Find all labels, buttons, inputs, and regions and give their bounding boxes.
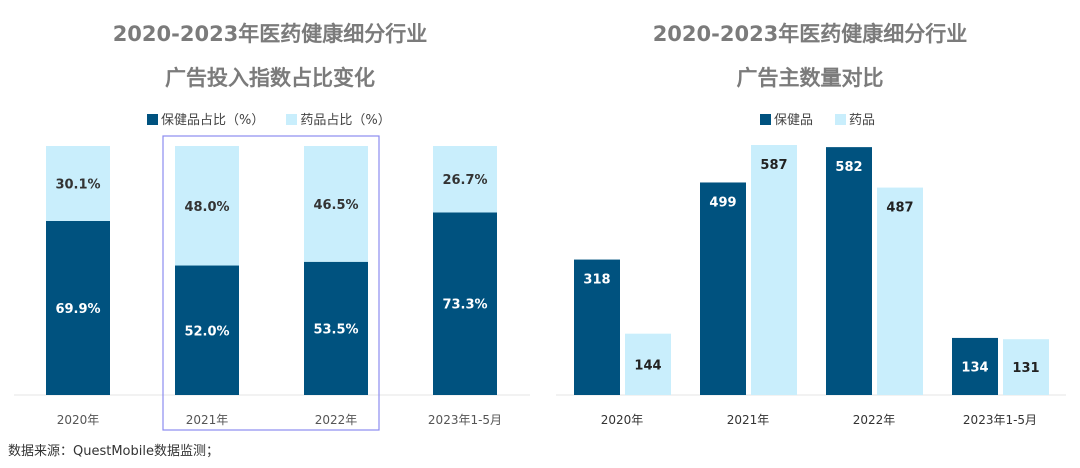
legend-item-health: 保健品占比（%）	[147, 109, 264, 128]
bar-drugs	[625, 333, 671, 395]
data-label-drugs: 144	[634, 358, 661, 373]
legend-item-drugs: 药品	[835, 109, 875, 128]
x-tick-label: 2021年	[727, 413, 770, 427]
legend-item-health: 保健品	[760, 109, 813, 128]
x-tick-label: 2020年	[57, 413, 100, 427]
data-label-health: 582	[835, 160, 862, 175]
highlight-box	[162, 135, 380, 431]
bar-health	[175, 265, 239, 395]
data-label-drugs: 26.7%	[442, 173, 487, 188]
source-note: 数据来源：QuestMobile数据监测；	[8, 444, 219, 459]
right-chart-title-1: 2020-2023年医药健康细分行业	[652, 22, 968, 46]
bar-health	[433, 212, 497, 395]
data-label-health: 52.0%	[184, 324, 229, 339]
legend-item-drugs: 药品占比（%）	[286, 109, 391, 128]
data-label-drugs: 587	[760, 158, 787, 173]
x-tick-label: 2022年	[853, 413, 896, 427]
right-chart-title-2: 广告主数量对比	[736, 66, 884, 90]
x-tick-label: 2020年	[601, 413, 644, 427]
bar-health	[700, 182, 746, 395]
left-legend: 保健品占比（%） 药品占比（%）	[147, 109, 391, 128]
bar-drugs	[46, 146, 110, 221]
bar-health	[304, 261, 368, 395]
data-label-health: 69.9%	[55, 302, 100, 317]
data-label-health: 318	[583, 273, 610, 288]
bar-health	[826, 147, 872, 395]
bar-health	[574, 259, 620, 395]
bar-drugs	[175, 146, 239, 266]
left-chart-title-2: 广告投入指数占比变化	[165, 66, 375, 90]
data-label-drugs: 131	[1012, 361, 1039, 376]
x-tick-label: 2023年1-5月	[428, 413, 502, 427]
data-label-drugs: 48.0%	[184, 200, 229, 215]
x-tick-label: 2023年1-5月	[963, 413, 1037, 427]
bar-drugs	[877, 187, 923, 395]
bar-drugs	[304, 146, 368, 262]
bar-health	[952, 337, 998, 395]
data-label-health: 499	[709, 195, 736, 210]
bar-drugs	[751, 145, 797, 395]
bar-drugs	[433, 146, 497, 213]
x-tick-label: 2022年	[315, 413, 358, 427]
right-legend: 保健品 药品	[760, 109, 875, 128]
left-chart-title-1: 2020-2023年医药健康细分行业	[112, 22, 428, 46]
data-label-health: 53.5%	[313, 322, 358, 337]
data-label-drugs: 30.1%	[55, 177, 100, 192]
data-label-health: 73.3%	[442, 298, 487, 313]
bar-drugs	[1003, 339, 1049, 395]
data-label-health: 134	[961, 360, 988, 375]
x-tick-label: 2021年	[186, 413, 229, 427]
data-label-drugs: 487	[886, 201, 913, 216]
data-label-drugs: 46.5%	[313, 198, 358, 213]
bar-health	[46, 220, 110, 395]
